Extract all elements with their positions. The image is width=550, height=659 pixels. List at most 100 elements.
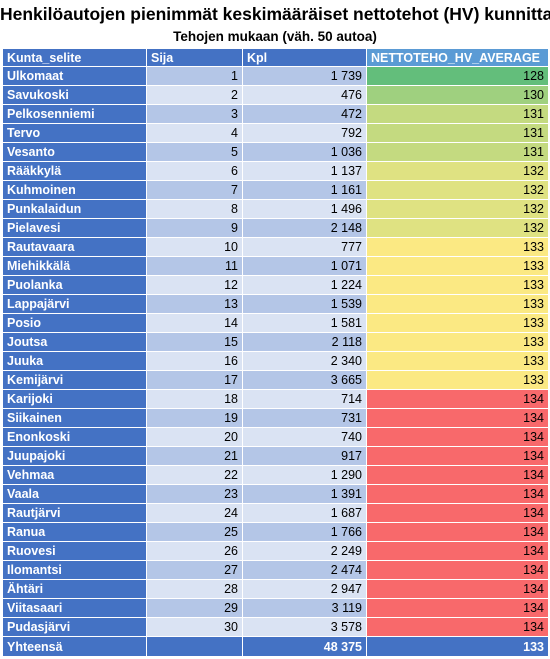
cell-sija: 15 [146,332,243,352]
cell-kunta: Savukoski [2,85,147,105]
cell-sija: 28 [146,579,243,599]
cell-kunta: Rautjärvi [2,503,147,523]
cell-kunta: Joutsa [2,332,147,352]
cell-nettoteho: 133 [366,351,549,371]
cell-sija: 12 [146,275,243,295]
cell-sija: 9 [146,218,243,238]
table-row: Lappajärvi 13 1 539 133 [2,294,549,314]
table-row: Kemijärvi 17 3 665 133 [2,370,549,390]
table-row: Pelkosenniemi 3 472 131 [2,104,549,124]
cell-sija: 23 [146,484,243,504]
cell-sija: 4 [146,123,243,143]
table-row: Posio 14 1 581 133 [2,313,549,333]
cell-kpl: 1 137 [242,161,367,181]
cell-kunta: Punkalaidun [2,199,147,219]
cell-kpl: 1 739 [242,66,367,86]
cell-kunta: Vesanto [2,142,147,162]
cell-kunta: Lappajärvi [2,294,147,314]
cell-nettoteho: 128 [366,66,549,86]
cell-nettoteho: 133 [366,237,549,257]
page-subtitle: Tehojen mukaan (väh. 50 autoa) [173,29,377,44]
page-title: Henkilöautojen pienimmät keskimääräiset … [0,4,550,24]
cell-nettoteho: 134 [366,560,549,580]
column-header-kunta[interactable]: Kunta_selite [2,48,147,67]
table-row: Ranua 25 1 766 134 [2,522,549,542]
cell-sija: 6 [146,161,243,181]
cell-kpl: 917 [242,446,367,466]
cell-nettoteho: 131 [366,123,549,143]
cell-nettoteho: 132 [366,180,549,200]
cell-nettoteho: 134 [366,522,549,542]
cell-kunta: Enonkoski [2,427,147,447]
cell-kpl: 1 539 [242,294,367,314]
cell-kunta: Posio [2,313,147,333]
cell-kunta: Ähtäri [2,579,147,599]
cell-kpl: 1 161 [242,180,367,200]
cell-kunta: Ilomantsi [2,560,147,580]
table-row: Pudasjärvi 30 3 578 134 [2,617,549,637]
cell-nettoteho: 132 [366,218,549,238]
table-row: Rääkkylä 6 1 137 132 [2,161,549,181]
cell-nettoteho: 134 [366,541,549,561]
cell-nettoteho: 134 [366,598,549,618]
cell-kunta: Pielavesi [2,218,147,238]
cell-nettoteho: 134 [366,503,549,523]
cell-kpl: 472 [242,104,367,124]
cell-kunta: Juuka [2,351,147,371]
cell-kunta: Ruovesi [2,541,147,561]
cell-kpl: 1 496 [242,199,367,219]
cell-nettoteho: 133 [366,370,549,390]
table-row: Ilomantsi 27 2 474 134 [2,560,549,580]
cell-sija: 22 [146,465,243,485]
cell-kunta: Rääkkylä [2,161,147,181]
cell-sija: 16 [146,351,243,371]
table-row: Siikainen 19 731 134 [2,408,549,428]
cell-sija: 5 [146,142,243,162]
cell-kpl: 2 148 [242,218,367,238]
column-header-kpl[interactable]: Kpl [242,48,367,67]
table-row: Punkalaidun 8 1 496 132 [2,199,549,219]
cell-sija: 30 [146,617,243,637]
cell-kpl: 3 665 [242,370,367,390]
cell-kunta: Karijoki [2,389,147,409]
cell-kpl: 1 581 [242,313,367,333]
cell-kunta: Puolanka [2,275,147,295]
column-header-sija[interactable]: Sija [146,48,243,67]
cell-kpl: 3 119 [242,598,367,618]
cell-kunta: Siikainen [2,408,147,428]
cell-sija: 1 [146,66,243,86]
table-row: Rautjärvi 24 1 687 134 [2,503,549,523]
cell-kunta: Vaala [2,484,147,504]
cell-kpl: 2 474 [242,560,367,580]
table-row: Joutsa 15 2 118 133 [2,332,549,352]
table-row: Vehmaa 22 1 290 134 [2,465,549,485]
cell-kunta: Viitasaari [2,598,147,618]
total-avg: 133 [366,636,549,657]
cell-kpl: 1 071 [242,256,367,276]
cell-nettoteho: 133 [366,313,549,333]
cell-nettoteho: 133 [366,275,549,295]
cell-nettoteho: 134 [366,389,549,409]
cell-sija: 21 [146,446,243,466]
table-row: Puolanka 12 1 224 133 [2,275,549,295]
cell-kpl: 1 224 [242,275,367,295]
cell-kpl: 714 [242,389,367,409]
cell-nettoteho: 134 [366,427,549,447]
cell-kunta: Kemijärvi [2,370,147,390]
table-row: Viitasaari 29 3 119 134 [2,598,549,618]
cell-nettoteho: 134 [366,617,549,637]
header-row: Kunta_selite Sija Kpl NETTOTEHO_HV_AVERA… [2,48,549,67]
cell-kunta: Pudasjärvi [2,617,147,637]
table-row: Enonkoski 20 740 134 [2,427,549,447]
column-header-nettoteho[interactable]: NETTOTEHO_HV_AVERAGE [366,48,549,67]
cell-kpl: 1 766 [242,522,367,542]
cell-kpl: 2 340 [242,351,367,371]
cell-nettoteho: 134 [366,465,549,485]
cell-kpl: 476 [242,85,367,105]
cell-sija: 24 [146,503,243,523]
cell-sija: 17 [146,370,243,390]
cell-kunta: Ranua [2,522,147,542]
total-sija [146,636,243,657]
total-row: Yhteensä 48 375 133 [2,636,549,657]
